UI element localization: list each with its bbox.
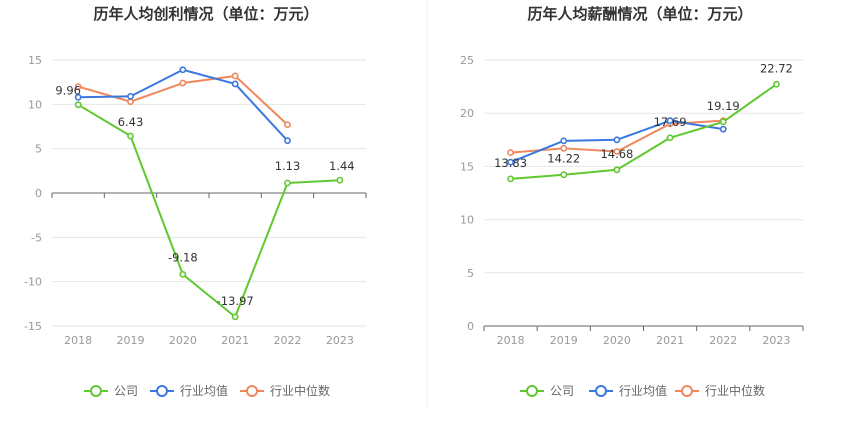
data-point: [719, 118, 727, 126]
x-tick-label: 2019: [550, 334, 578, 347]
data-point: [127, 132, 134, 140]
data-label: -9.18: [168, 250, 198, 264]
y-tick-label: -5: [31, 231, 42, 244]
data-point: [666, 134, 674, 142]
series-line-0: [510, 83, 777, 180]
y-tick-label: 25: [460, 54, 474, 67]
data-point: [284, 121, 291, 129]
data-point: [719, 125, 727, 133]
data-point: [560, 144, 568, 152]
x-tick-label: 2020: [169, 334, 197, 347]
data-label: 14.22: [547, 152, 580, 166]
data-point: [231, 313, 239, 321]
data-point: [231, 72, 239, 80]
data-label: 9.96: [55, 84, 81, 98]
data-label: 13.83: [494, 156, 527, 170]
data-point: [127, 98, 134, 106]
legend-marker: [526, 385, 538, 397]
legend-item-0[interactable]: 公司: [84, 384, 138, 398]
series-line-0: [77, 103, 340, 318]
legend-marker: [246, 385, 258, 397]
x-tick-label: 2019: [117, 334, 145, 347]
data-label: 17.69: [654, 115, 687, 129]
y-tick-label: 0: [35, 187, 42, 200]
data-point: [179, 66, 187, 74]
data-point: [773, 80, 780, 88]
data-point: [284, 137, 291, 145]
data-label: 1.13: [275, 159, 301, 173]
data-label: 14.68: [600, 147, 633, 161]
x-tick-label: 2020: [603, 334, 631, 347]
salary-chart: 历年人均薪酬情况（单位：万元） 25 20 15 10 5 0 2018 2019 2020 202…: [460, 5, 804, 398]
y-tick-label: 15: [28, 54, 42, 67]
profit-chart: 历年人均创利情况（单位：万元） 15 10 5 0 -5 -10 -15 2018 2019 202…: [24, 5, 367, 398]
data-point: [179, 79, 187, 87]
x-tick-label: 2023: [762, 334, 790, 347]
legend-marker: [90, 385, 102, 397]
x-tick-label: 2022: [274, 334, 302, 347]
data-point: [231, 80, 239, 88]
y-tick-label: 10: [28, 98, 42, 111]
x-tick-label: 2018: [64, 334, 92, 347]
data-label: -13.97: [217, 294, 254, 308]
legend-marker: [681, 385, 693, 397]
legend-marker: [595, 385, 607, 397]
legend-marker: [156, 385, 168, 397]
data-point: [127, 92, 134, 100]
legend-item-1[interactable]: 行业均值: [589, 383, 667, 398]
y-tick-label: 10: [460, 214, 474, 227]
x-tick-label: 2023: [326, 334, 354, 347]
data-point: [560, 137, 568, 145]
legend-label: 公司: [114, 384, 138, 398]
legend-item-2[interactable]: 行业中位数: [675, 383, 765, 398]
legend-label: 公司: [550, 384, 574, 398]
x-tick-label: 2021: [221, 334, 249, 347]
data-point: [74, 93, 82, 101]
legend-label: 行业中位数: [270, 383, 330, 398]
chart-title: 历年人均创利情况（单位：万元）: [93, 5, 318, 23]
x-tick-label: 2018: [497, 334, 525, 347]
x-tick-label: 2021: [656, 334, 684, 347]
data-point: [507, 149, 514, 156]
data-point: [74, 101, 82, 109]
y-tick-label: 5: [467, 267, 474, 280]
data-point: [507, 158, 514, 166]
y-tick-label: 20: [460, 107, 474, 120]
data-label: 22.72: [760, 61, 793, 75]
data-point: [613, 136, 621, 144]
y-tick-label: 0: [467, 320, 474, 333]
chart-title: 历年人均薪酬情况（单位：万元）: [527, 5, 752, 23]
y-tick-label: 15: [460, 160, 474, 173]
data-point: [560, 171, 568, 179]
y-tick-label: -10: [24, 276, 42, 289]
legend-label: 行业均值: [180, 383, 228, 398]
legend-item-2[interactable]: 行业中位数: [240, 383, 330, 398]
legend-label: 行业中位数: [705, 383, 765, 398]
x-tick-label: 2022: [709, 334, 737, 347]
y-tick-label: -15: [24, 320, 42, 333]
data-label: 6.43: [118, 115, 144, 129]
y-tick-label: 5: [35, 143, 42, 156]
data-point: [284, 179, 291, 187]
data-point: [613, 148, 621, 155]
data-point: [507, 175, 514, 183]
legend-label: 行业均值: [619, 383, 667, 398]
data-point: [336, 176, 344, 184]
legend-item-1[interactable]: 行业均值: [150, 383, 228, 398]
data-point: [179, 270, 187, 278]
data-point: [613, 166, 621, 174]
data-point: [666, 117, 674, 125]
legend-item-0[interactable]: 公司: [520, 384, 574, 398]
data-label: 19.19: [707, 99, 740, 113]
data-label: 1.44: [329, 159, 355, 173]
data-point: [74, 83, 82, 90]
